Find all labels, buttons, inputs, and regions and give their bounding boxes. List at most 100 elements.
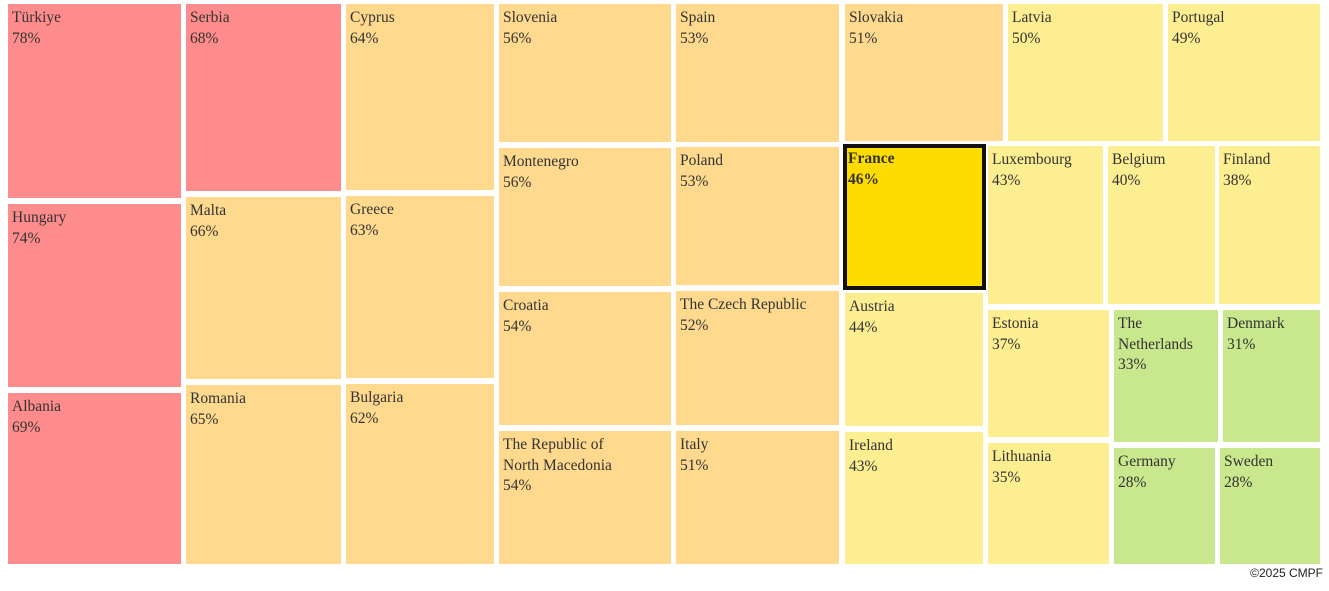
tile-value: 54% xyxy=(503,317,532,335)
tile-name: Portugal xyxy=(1172,9,1225,26)
tile-the-republic-of-north-macedonia[interactable]: The Republic of North Macedonia 54% xyxy=(499,431,671,564)
tile-label: Malta 66% xyxy=(190,201,226,242)
tile-name: Malta xyxy=(190,202,227,219)
tile-ireland[interactable]: Ireland 43% xyxy=(845,432,983,564)
tile-label: The Czech Republic 52% xyxy=(680,295,807,336)
tile-poland[interactable]: Poland 53% xyxy=(676,147,839,285)
tile-label: The Netherlands 33% xyxy=(1118,314,1193,376)
tile-value: 38% xyxy=(1223,171,1252,189)
tile-cyprus[interactable]: Cyprus 64% xyxy=(346,4,494,190)
tile-the-czech-republic[interactable]: The Czech Republic 52% xyxy=(676,291,839,425)
tile-value: 37% xyxy=(992,335,1021,353)
tile-belgium[interactable]: Belgium 40% xyxy=(1108,146,1215,304)
tile-label: The Republic of North Macedonia 54% xyxy=(503,435,612,497)
tile-serbia[interactable]: Serbia 68% xyxy=(186,4,341,191)
tile-name: The Republic of North Macedonia xyxy=(503,436,612,474)
tile-label: Austria 44% xyxy=(849,297,895,338)
tile-name: Finland xyxy=(1223,151,1271,168)
tile-name: Romania xyxy=(190,390,246,407)
tile-portugal[interactable]: Portugal 49% xyxy=(1168,4,1320,141)
tile-the-netherlands[interactable]: The Netherlands 33% xyxy=(1114,310,1218,442)
tile-value: 78% xyxy=(12,29,41,47)
tile-label: Slovenia 56% xyxy=(503,8,557,49)
tile-label: Ireland 43% xyxy=(849,436,893,477)
tile-value: 28% xyxy=(1224,473,1253,491)
tile-name: The Netherlands xyxy=(1118,315,1193,353)
tile-value: 65% xyxy=(190,410,219,428)
tile-denmark[interactable]: Denmark 31% xyxy=(1223,310,1320,442)
tile-croatia[interactable]: Croatia 54% xyxy=(499,292,671,425)
tile-name: Greece xyxy=(350,201,394,218)
tile-value: 62% xyxy=(350,409,379,427)
tile-france[interactable]: France 46% xyxy=(843,144,986,290)
tile-value: 43% xyxy=(992,171,1021,189)
tile-label: Portugal 49% xyxy=(1172,8,1225,49)
tile-label: Sweden 28% xyxy=(1224,452,1273,493)
tile-value: 64% xyxy=(350,29,379,47)
tile-spain[interactable]: Spain 53% xyxy=(676,4,839,142)
tile-value: 33% xyxy=(1118,356,1147,373)
tile-hungary[interactable]: Hungary 74% xyxy=(8,204,181,387)
tile-name: Hungary xyxy=(12,209,67,226)
tile-name: Estonia xyxy=(992,315,1039,332)
tile-name: Austria xyxy=(849,298,895,315)
tile-romania[interactable]: Romania 65% xyxy=(186,385,341,564)
tile-value: 51% xyxy=(680,456,709,474)
tile-name: Bulgaria xyxy=(350,389,404,406)
tile-albania[interactable]: Albania 69% xyxy=(8,393,181,564)
tile-slovenia[interactable]: Slovenia 56% xyxy=(499,4,671,142)
tile-turkiye[interactable]: Türkiye 78% xyxy=(8,4,181,198)
tile-label: Cyprus 64% xyxy=(350,8,395,49)
tile-germany[interactable]: Germany 28% xyxy=(1114,448,1215,564)
tile-value: 56% xyxy=(503,29,532,47)
tile-finland[interactable]: Finland 38% xyxy=(1219,146,1320,304)
tile-name: Türkiye xyxy=(12,9,62,26)
tile-label: Denmark 31% xyxy=(1227,314,1285,355)
tile-label: France 46% xyxy=(848,149,894,190)
tile-name: Italy xyxy=(680,436,709,453)
tile-name: Sweden xyxy=(1224,453,1274,470)
tile-value: 28% xyxy=(1118,473,1147,491)
tile-label: Greece 63% xyxy=(350,200,394,241)
tile-estonia[interactable]: Estonia 37% xyxy=(988,310,1109,437)
tile-name: Ireland xyxy=(849,437,893,454)
tile-value: 50% xyxy=(1012,29,1041,47)
tile-label: Latvia 50% xyxy=(1012,8,1052,49)
tile-name: Slovenia xyxy=(503,9,558,26)
tile-label: Montenegro 56% xyxy=(503,152,579,193)
tile-label: Lithuania 35% xyxy=(992,447,1051,488)
tile-value: 35% xyxy=(992,468,1021,486)
tile-italy[interactable]: Italy 51% xyxy=(676,431,839,564)
tile-name: Luxembourg xyxy=(992,151,1072,168)
tile-slovakia[interactable]: Slovakia 51% xyxy=(845,4,1003,141)
tile-bulgaria[interactable]: Bulgaria 62% xyxy=(346,384,494,564)
tile-value: 53% xyxy=(680,29,709,47)
tile-latvia[interactable]: Latvia 50% xyxy=(1008,4,1163,141)
tile-name: Montenegro xyxy=(503,153,579,170)
tile-value: 43% xyxy=(849,457,878,475)
tile-label: Hungary 74% xyxy=(12,208,66,249)
tile-name: Denmark xyxy=(1227,315,1285,332)
tile-value: 46% xyxy=(848,170,879,188)
tile-label: Romania 65% xyxy=(190,389,246,430)
tile-label: Finland 38% xyxy=(1223,150,1270,191)
tile-value: 54% xyxy=(503,477,532,494)
tile-label: Spain 53% xyxy=(680,8,715,49)
tile-value: 44% xyxy=(849,318,878,336)
tile-lithuania[interactable]: Lithuania 35% xyxy=(988,443,1109,564)
tile-greece[interactable]: Greece 63% xyxy=(346,196,494,378)
tile-malta[interactable]: Malta 66% xyxy=(186,197,341,379)
tile-montenegro[interactable]: Montenegro 56% xyxy=(499,148,671,286)
tile-name: Germany xyxy=(1118,453,1176,470)
tile-value: 68% xyxy=(190,29,219,47)
tile-sweden[interactable]: Sweden 28% xyxy=(1220,448,1320,564)
tile-value: 49% xyxy=(1172,29,1201,47)
tile-value: 74% xyxy=(12,229,41,247)
tile-name: The Czech Republic xyxy=(680,296,807,313)
tile-luxembourg[interactable]: Luxembourg 43% xyxy=(988,146,1103,304)
tile-label: Germany 28% xyxy=(1118,452,1176,493)
tile-label: Italy 51% xyxy=(680,435,708,476)
tile-label: Bulgaria 62% xyxy=(350,388,403,429)
tile-label: Croatia 54% xyxy=(503,296,549,337)
tile-austria[interactable]: Austria 44% xyxy=(845,293,983,426)
